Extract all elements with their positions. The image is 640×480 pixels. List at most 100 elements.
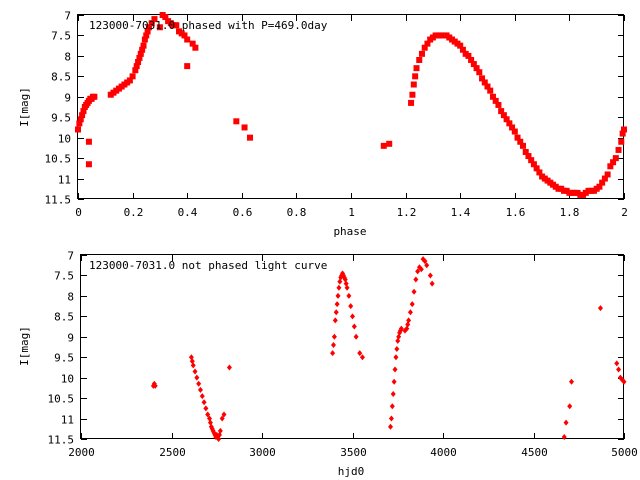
data-point [481, 79, 488, 86]
tick-marks [81, 255, 625, 440]
data-point [190, 362, 196, 369]
x-tick-label: 3500 [340, 446, 367, 459]
data-point [530, 161, 537, 168]
data-point [563, 419, 569, 426]
y-tick-labels: 7 7.5 8 8.5 9 9.5 10 10.5 11 11.5 [45, 10, 72, 207]
data-point [388, 423, 394, 430]
data-point [470, 61, 477, 68]
data-point [136, 54, 143, 61]
data-point [489, 93, 496, 100]
data-point [350, 313, 355, 320]
data-point [351, 323, 357, 330]
data-point [405, 321, 411, 328]
y-tick-label: 10 [61, 373, 74, 386]
data-point [330, 350, 336, 357]
data-point [216, 431, 222, 438]
data-point [126, 77, 133, 84]
data-point [619, 130, 626, 137]
data-point [410, 81, 417, 88]
x-tick-label: 3000 [249, 446, 276, 459]
data-point [192, 44, 199, 51]
data-point [357, 350, 363, 357]
data-point [342, 276, 348, 283]
data-point [418, 50, 425, 57]
data-point [241, 124, 248, 131]
data-point [145, 24, 152, 31]
data-point [468, 56, 475, 63]
data-point [418, 266, 424, 273]
data-point [465, 52, 472, 59]
y-tick-label: 7 [64, 10, 71, 23]
y-tick-label: 11.5 [48, 434, 75, 447]
y-tick-label: 9.5 [51, 112, 71, 125]
data-point [616, 366, 622, 373]
data-point [567, 403, 573, 410]
data-point [139, 46, 146, 53]
data-point [597, 305, 603, 312]
y-tick-label: 7.5 [54, 270, 74, 283]
x-tick-label: 0.2 [124, 206, 144, 219]
data-point [333, 309, 339, 316]
data-point [393, 354, 399, 361]
data-point [599, 179, 606, 186]
x-tick-label: 0.6 [233, 206, 253, 219]
data-point [184, 36, 191, 43]
data-point [413, 276, 419, 283]
data-point [479, 75, 486, 82]
data-point [216, 436, 222, 442]
data-point [76, 120, 83, 127]
data-point [141, 36, 148, 43]
data-point [197, 386, 203, 393]
data-point [359, 354, 365, 361]
y-tick-label: 8 [64, 51, 71, 64]
data-point [184, 63, 191, 70]
data-point [498, 108, 505, 115]
data-point [413, 65, 420, 72]
data-point [85, 161, 92, 168]
x-tick-labels: 2000 2500 3000 3500 4000 4500 5000 [68, 446, 638, 459]
x-tick-label: 4500 [521, 446, 548, 459]
x-tick-label: 1.6 [506, 206, 526, 219]
data-point [151, 16, 158, 23]
data-point [144, 28, 151, 35]
data-point [429, 280, 435, 287]
data-point [189, 358, 195, 365]
data-point [514, 134, 521, 141]
data-point [207, 419, 213, 426]
data-point [409, 91, 416, 98]
y-tick-label: 9 [67, 332, 74, 345]
panel-phased: 7 7.5 8 8.5 9 9.5 10 10.5 11 11.5 0 0.2 0.4 0.6 0.8 1 1… [18, 10, 628, 239]
data-point [353, 333, 359, 340]
y-axis-label: I[mag] [18, 326, 31, 366]
data-point [80, 108, 87, 115]
y-tick-label: 10.5 [48, 393, 75, 406]
data-point [511, 128, 518, 135]
data-point [614, 360, 620, 367]
y-tick-label: 11 [61, 414, 74, 427]
data-point [487, 87, 494, 94]
x-tick-label: 4000 [430, 446, 457, 459]
data-point [404, 325, 410, 332]
y-tick-label: 7.5 [51, 30, 71, 43]
data-point [199, 393, 205, 400]
x-tick-label: 1.2 [397, 206, 417, 219]
tick-marks [78, 15, 625, 200]
data-point [607, 163, 614, 170]
data-point [392, 366, 398, 373]
data-point [388, 415, 394, 422]
x-tick-label: 0.4 [178, 206, 198, 219]
x-axis-label: hjd0 [338, 465, 365, 478]
y-tick-label: 8.5 [51, 71, 71, 84]
y-tick-label: 9.5 [54, 352, 74, 365]
data-point [85, 138, 92, 145]
x-tick-label: 1.4 [451, 206, 471, 219]
data-point [421, 44, 428, 51]
data-point [476, 69, 483, 76]
data-point [492, 97, 499, 104]
x-tick-label: 2 [621, 206, 628, 219]
data-points [150, 256, 627, 442]
data-point [143, 32, 150, 39]
data-point [332, 317, 338, 324]
data-point [196, 380, 202, 387]
y-tick-labels: 7 7.5 8 8.5 9 9.5 10 10.5 11 11.5 [48, 250, 75, 447]
